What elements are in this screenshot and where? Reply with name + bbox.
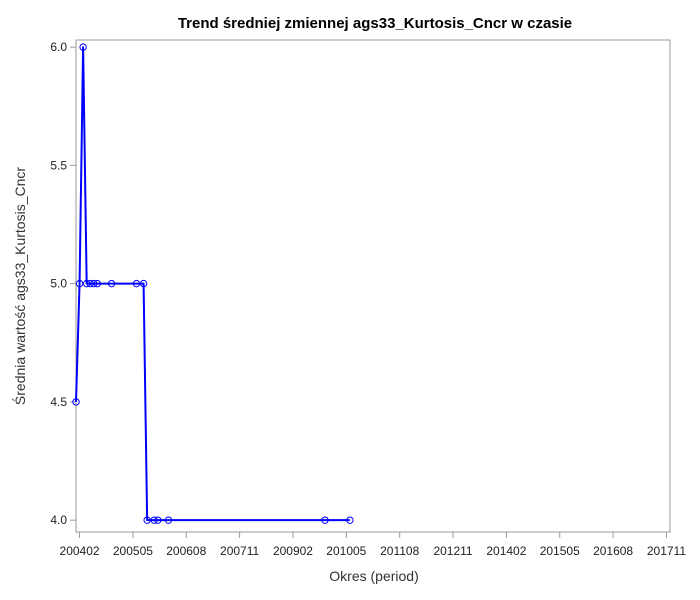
data-point [164,516,173,524]
data-point [82,279,91,288]
y-tick-label: 4.5 [50,395,67,409]
x-tick-label: 201608 [593,544,633,558]
data-point [321,516,329,524]
x-tick-label: 201211 [433,544,472,558]
chart-title: Trend średniej zmiennej ags33_Kurtosis_C… [178,15,572,32]
x-tick-label: 201402 [486,544,526,558]
data-point [346,516,354,524]
plot-area-frame [75,39,671,533]
data-point [75,279,84,288]
data-point [150,516,158,524]
y-tick-label: 5.0 [50,277,67,291]
x-axis-label: Okres (period) [329,568,418,584]
x-tick-label: 201711 [647,544,686,558]
x-tick-label: 200608 [166,544,206,558]
data-point [132,279,141,288]
x-tick-label: 200902 [273,544,313,558]
x-tick-label: 200711 [220,544,259,558]
data-point [90,279,98,288]
data-point [79,43,87,51]
y-tick-label: 5.5 [50,158,67,172]
x-axis: 200402 200505 200608 200711 200902 201005 2011… [60,532,686,558]
x-tick-label: 200505 [113,544,153,558]
data-point [93,279,102,288]
x-tick-label: 201505 [540,544,580,558]
y-tick-label: 6.0 [50,40,67,54]
data-point [86,279,94,288]
data-point [107,279,116,288]
data-point [143,516,151,524]
x-tick-label: 201108 [380,544,419,558]
x-tick-label: 201005 [326,544,366,558]
y-tick-label: 4.0 [50,513,67,527]
y-axis: 4.0 4.5 5.0 5.5 6.0 [50,40,76,527]
series-layer [72,43,354,524]
data-point [139,279,148,288]
y-axis-label: Średnia wartość ags33_Kurtosis_Cncr [11,167,28,405]
series-line [75,46,350,522]
data-point [72,398,80,406]
x-tick-label: 200402 [60,544,100,558]
data-point [154,516,162,524]
